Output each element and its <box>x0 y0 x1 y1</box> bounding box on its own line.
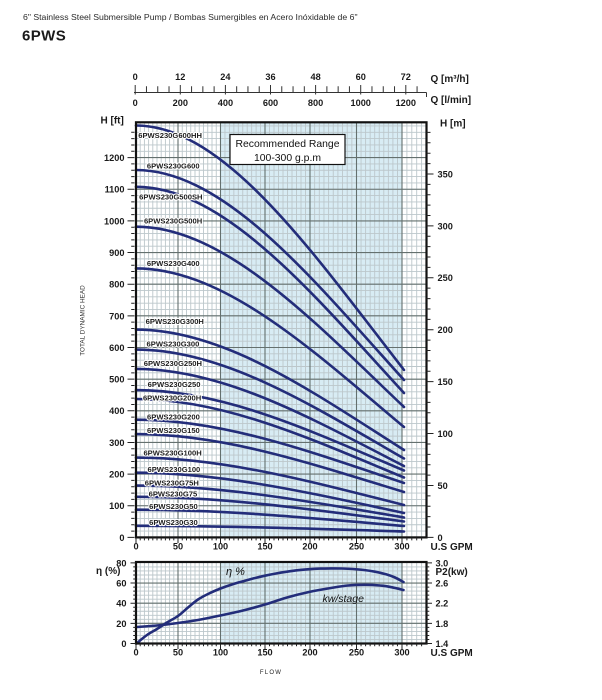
svg-text:100: 100 <box>213 542 228 552</box>
svg-text:400: 400 <box>218 98 233 108</box>
svg-text:1000: 1000 <box>350 98 370 108</box>
svg-text:150: 150 <box>438 377 453 387</box>
svg-text:U.S GPM: U.S GPM <box>431 648 473 659</box>
svg-text:300: 300 <box>109 438 124 448</box>
svg-text:100: 100 <box>438 429 453 439</box>
svg-text:40: 40 <box>116 599 126 609</box>
svg-text:6PWS230G500H: 6PWS230G500H <box>144 216 202 225</box>
svg-text:6PWS230G250H: 6PWS230G250H <box>144 359 202 368</box>
svg-text:600: 600 <box>263 98 278 108</box>
svg-text:6PWS230G500SH: 6PWS230G500SH <box>139 193 202 202</box>
svg-text:900: 900 <box>109 248 124 258</box>
svg-text:6PWS230G250: 6PWS230G250 <box>148 380 201 389</box>
svg-text:H [ft]: H [ft] <box>101 116 124 127</box>
svg-text:50: 50 <box>438 481 448 491</box>
svg-text:350: 350 <box>438 169 453 179</box>
svg-text:250: 250 <box>349 648 364 658</box>
svg-text:0: 0 <box>133 98 138 108</box>
svg-text:6PWS230G600HH: 6PWS230G600HH <box>138 131 202 140</box>
svg-text:6PWS230G400: 6PWS230G400 <box>147 259 200 268</box>
svg-text:6PWS230G200H: 6PWS230G200H <box>143 394 201 403</box>
svg-text:300: 300 <box>394 648 409 658</box>
svg-text:200: 200 <box>173 98 188 108</box>
svg-text:100-300 g.p.m: 100-300 g.p.m <box>254 153 321 164</box>
svg-text:150: 150 <box>257 542 272 552</box>
svg-text:FLOW: FLOW <box>260 670 282 676</box>
svg-text:Q [l/min]: Q [l/min] <box>431 95 472 106</box>
svg-text:2.2: 2.2 <box>436 599 449 609</box>
svg-text:36: 36 <box>265 72 275 82</box>
svg-text:H [m]: H [m] <box>440 119 466 130</box>
svg-text:48: 48 <box>310 72 320 82</box>
svg-text:6PWS: 6PWS <box>22 28 66 45</box>
svg-text:6PWS230G150: 6PWS230G150 <box>147 426 200 435</box>
svg-text:150: 150 <box>257 648 272 658</box>
svg-text:600: 600 <box>109 343 124 353</box>
svg-text:60: 60 <box>116 578 126 588</box>
svg-text:P2(kw): P2(kw) <box>436 567 468 578</box>
svg-text:6PWS230G200: 6PWS230G200 <box>147 412 200 421</box>
svg-text:2.6: 2.6 <box>436 578 449 588</box>
svg-text:0: 0 <box>133 648 138 658</box>
svg-text:700: 700 <box>109 311 124 321</box>
svg-text:6PWS230G30: 6PWS230G30 <box>149 518 198 527</box>
svg-text:0: 0 <box>133 542 138 552</box>
svg-text:TOTAL DYNAMIC HEAD: TOTAL DYNAMIC HEAD <box>80 285 87 356</box>
svg-text:0: 0 <box>121 639 126 649</box>
svg-text:6PWS230G300H: 6PWS230G300H <box>146 317 204 326</box>
svg-text:U.S GPM: U.S GPM <box>431 542 473 553</box>
svg-text:250: 250 <box>438 273 453 283</box>
svg-text:100: 100 <box>213 648 228 658</box>
svg-text:6PWS230G75H: 6PWS230G75H <box>145 478 199 487</box>
svg-text:6PWS230G100: 6PWS230G100 <box>148 465 201 474</box>
svg-text:kw/stage: kw/stage <box>323 593 365 605</box>
svg-text:η (%): η (%) <box>96 566 120 577</box>
svg-text:50: 50 <box>173 648 183 658</box>
svg-text:200: 200 <box>438 325 453 335</box>
svg-text:300: 300 <box>394 542 409 552</box>
svg-text:800: 800 <box>308 98 323 108</box>
svg-text:250: 250 <box>349 542 364 552</box>
svg-text:Q [m³/h]: Q [m³/h] <box>431 74 469 85</box>
svg-text:1200: 1200 <box>104 153 124 163</box>
svg-text:24: 24 <box>220 72 231 82</box>
svg-text:50: 50 <box>173 542 183 552</box>
svg-text:3.0: 3.0 <box>436 558 449 568</box>
svg-text:6PWS230G50: 6PWS230G50 <box>149 502 198 511</box>
svg-text:6PWS230G75: 6PWS230G75 <box>149 490 198 499</box>
svg-text:0: 0 <box>438 533 443 543</box>
svg-text:60: 60 <box>356 72 366 82</box>
svg-text:20: 20 <box>116 619 126 629</box>
svg-text:800: 800 <box>109 280 124 290</box>
svg-text:500: 500 <box>109 375 124 385</box>
svg-text:6PWS230G600: 6PWS230G600 <box>147 162 200 171</box>
svg-text:6" Stainless Steel Submersible: 6" Stainless Steel Submersible Pump / Bo… <box>23 12 358 22</box>
svg-text:80: 80 <box>116 558 126 568</box>
svg-text:1100: 1100 <box>105 185 125 195</box>
svg-text:1000: 1000 <box>104 216 124 226</box>
svg-text:1.8: 1.8 <box>436 619 449 629</box>
svg-text:1.4: 1.4 <box>436 639 450 649</box>
svg-text:0: 0 <box>133 72 138 82</box>
svg-text:1200: 1200 <box>396 98 416 108</box>
svg-text:6PWS230G300: 6PWS230G300 <box>147 340 200 349</box>
svg-text:12: 12 <box>175 72 185 82</box>
svg-text:72: 72 <box>401 72 411 82</box>
svg-text:200: 200 <box>109 470 124 480</box>
svg-text:0: 0 <box>119 533 124 543</box>
svg-text:300: 300 <box>438 221 453 231</box>
svg-text:6PWS230G100H: 6PWS230G100H <box>143 449 201 458</box>
svg-text:400: 400 <box>109 406 124 416</box>
svg-text:η %: η % <box>226 566 245 578</box>
svg-text:200: 200 <box>302 648 317 658</box>
svg-text:Recommended Range: Recommended Range <box>236 139 340 150</box>
svg-text:100: 100 <box>109 501 124 511</box>
svg-text:200: 200 <box>302 542 317 552</box>
